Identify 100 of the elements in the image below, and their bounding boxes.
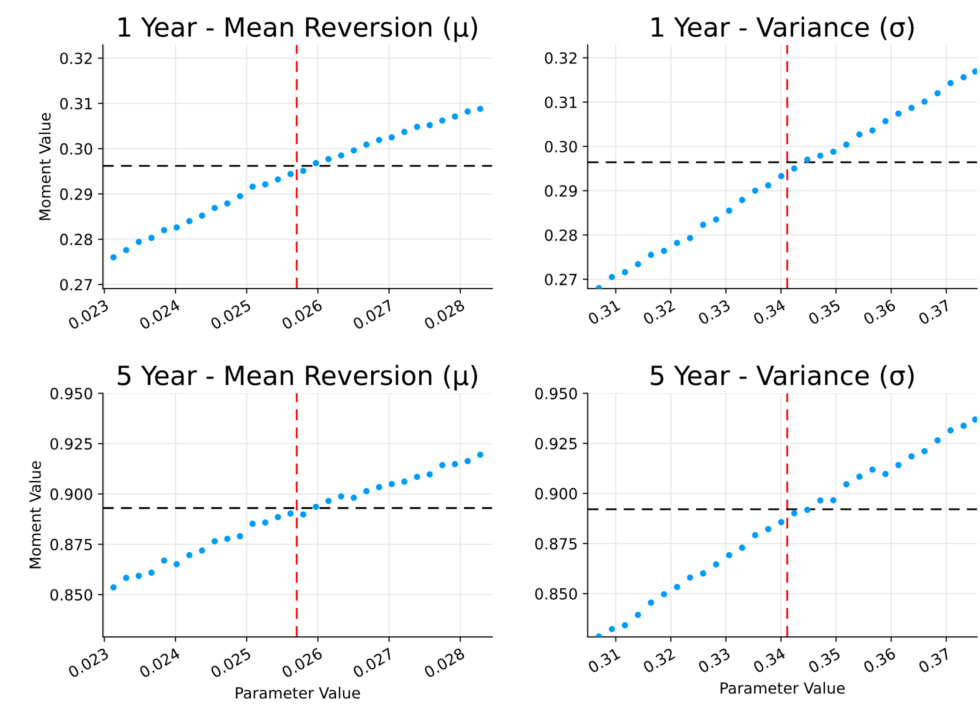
y-tick-label: 0.28 — [544, 229, 577, 241]
point — [648, 600, 654, 606]
y-tick-label: 0.31 — [544, 96, 577, 108]
point — [287, 510, 294, 517]
x-tick-label: 0.37 — [918, 299, 951, 326]
point — [921, 448, 928, 454]
point — [765, 182, 772, 188]
y-tick-label: 0.900 — [50, 488, 92, 500]
point — [856, 131, 863, 138]
point — [148, 234, 155, 241]
point — [934, 90, 941, 96]
point — [401, 478, 408, 485]
point — [660, 591, 668, 598]
y-tick-label: 0.32 — [60, 52, 92, 64]
point — [960, 422, 967, 429]
point — [300, 511, 306, 518]
y-tick-label: 0.900 — [535, 488, 577, 500]
point — [376, 136, 382, 144]
point — [817, 497, 824, 504]
point — [123, 574, 130, 582]
point — [622, 622, 628, 628]
point — [224, 200, 230, 207]
point — [388, 134, 395, 140]
y-tick-label: 0.32 — [544, 52, 576, 64]
point — [148, 570, 155, 576]
y-tick-label: 0.28 — [60, 234, 92, 246]
point — [338, 152, 344, 159]
point — [186, 552, 193, 558]
point — [608, 626, 616, 632]
x-tick-label: 0.36 — [862, 299, 896, 326]
point — [401, 128, 408, 136]
point — [249, 184, 256, 190]
point — [300, 168, 306, 174]
point — [439, 117, 446, 124]
point — [752, 188, 758, 194]
x-tick-label: 0.31 — [587, 648, 620, 674]
point — [908, 104, 915, 111]
point — [174, 561, 180, 568]
x-axis-title: Parameter Value — [236, 686, 360, 699]
point — [700, 222, 706, 228]
point — [325, 156, 332, 162]
point — [960, 74, 967, 80]
point — [426, 471, 433, 478]
point — [882, 470, 889, 478]
point — [752, 532, 758, 538]
point — [972, 68, 978, 75]
chart-title: 5 Year - Variance (σ) — [650, 364, 914, 388]
y-axis-title: Moment Value — [38, 112, 51, 220]
y-tick-label: 0.925 — [50, 438, 92, 450]
point — [895, 462, 902, 468]
x-tick-label: 0.35 — [808, 648, 841, 674]
point — [804, 156, 810, 163]
x-tick-label: 0.33 — [697, 647, 731, 674]
point — [363, 141, 370, 148]
point — [439, 462, 446, 468]
point — [739, 196, 746, 204]
point — [312, 160, 320, 166]
x-tick-label: 0.37 — [918, 647, 951, 674]
point — [686, 234, 694, 242]
x-tick-label: 0.32 — [642, 648, 676, 674]
y-tick-label: 0.27 — [60, 278, 92, 291]
point — [224, 536, 230, 542]
point — [388, 480, 395, 488]
x-tick-label: 0.34 — [752, 298, 786, 326]
point — [414, 474, 420, 480]
chart-title: 1 Year - Variance (σ) — [652, 16, 914, 40]
y-tick-label: 0.925 — [535, 438, 577, 450]
point — [274, 514, 282, 520]
point — [414, 124, 420, 130]
point — [726, 207, 732, 214]
point — [972, 416, 978, 423]
point — [791, 510, 798, 516]
point — [869, 466, 876, 473]
y-tick-label: 0.27 — [544, 274, 577, 286]
y-tick-label: 0.875 — [50, 538, 92, 550]
point — [921, 98, 928, 105]
point — [262, 519, 268, 526]
point — [791, 165, 798, 172]
point — [236, 193, 244, 200]
point — [212, 204, 218, 212]
point — [110, 584, 117, 590]
point — [212, 538, 218, 544]
y-tick-label: 0.29 — [60, 188, 92, 200]
chart-title: 1 Year - Mean Reversion (μ) — [118, 16, 478, 42]
y-tick-label: 0.30 — [60, 143, 92, 155]
point — [700, 570, 706, 577]
point — [934, 437, 941, 444]
point — [634, 612, 642, 618]
point — [110, 254, 117, 260]
point — [843, 142, 850, 148]
point — [136, 572, 142, 580]
point — [817, 152, 824, 159]
point — [312, 504, 320, 510]
point — [739, 544, 746, 551]
point — [712, 561, 720, 568]
point — [452, 113, 458, 120]
point — [895, 110, 902, 117]
point — [726, 552, 732, 558]
point — [174, 224, 180, 231]
point — [947, 427, 954, 434]
